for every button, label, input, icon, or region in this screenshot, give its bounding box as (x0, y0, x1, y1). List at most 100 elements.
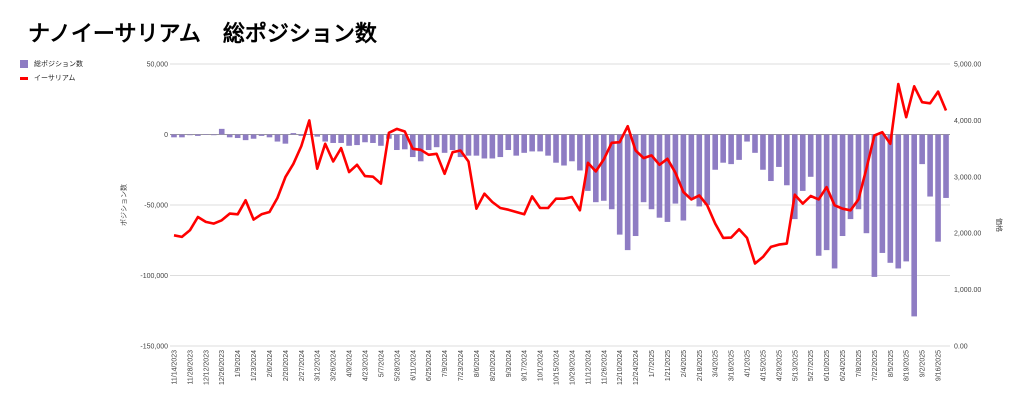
bar (616, 134, 623, 235)
bar (195, 134, 201, 136)
legend-item-positions: 総ポジション数 (20, 59, 83, 69)
x-tick-label: 11/12/2024 (585, 350, 592, 385)
bar (226, 134, 233, 138)
bar (561, 134, 567, 166)
x-tick-label: 5/7/2024 (378, 350, 385, 377)
bar (911, 134, 917, 317)
bar (465, 134, 472, 156)
bar (266, 134, 273, 138)
x-tick-label: 7/8/2025 (856, 350, 863, 377)
x-tick-label: 2/4/2025 (681, 350, 688, 377)
bar (648, 134, 655, 210)
bar (712, 134, 719, 170)
bar (656, 134, 663, 218)
bar (473, 134, 480, 156)
bar (457, 134, 464, 158)
x-tick-label: 5/13/2025 (792, 350, 799, 381)
bar (258, 134, 265, 136)
x-tick-label: 6/25/2024 (426, 350, 433, 381)
x-tick-label: 1/23/2024 (251, 350, 258, 381)
bar (505, 134, 512, 151)
bar (784, 134, 790, 186)
y-tick-left: 50,000 (147, 62, 169, 69)
bar (943, 134, 949, 198)
x-tick-label: 2/20/2024 (283, 350, 290, 381)
y-tick-right: 5,000.00 (954, 62, 981, 69)
bar (203, 134, 209, 135)
x-tick-label: 1/21/2025 (665, 350, 672, 381)
bar (577, 134, 583, 171)
bar (306, 134, 313, 135)
bar (823, 134, 830, 251)
y-tick-right: 1,000.00 (954, 287, 981, 294)
bar (354, 134, 360, 146)
x-tick-label: 7/23/2024 (458, 350, 465, 381)
bar (847, 134, 854, 220)
legend-label: 総ポジション数 (34, 60, 83, 68)
legend-label: イーサリアム (34, 74, 76, 82)
bar (768, 134, 774, 182)
bar (394, 134, 400, 151)
bar (624, 134, 631, 251)
x-tick-label: 8/20/2024 (490, 350, 497, 381)
x-tick-label: 4/1/2025 (745, 350, 752, 377)
bar (799, 134, 806, 191)
x-tick-label: 4/29/2025 (776, 350, 783, 381)
bar (871, 134, 878, 277)
bar (314, 134, 321, 137)
bar (744, 134, 750, 142)
y-axis-title-left: ポジション数 (119, 184, 128, 226)
bar (855, 134, 862, 210)
bar (672, 134, 679, 204)
bar (776, 134, 782, 167)
x-tick-label: 8/5/2025 (888, 350, 895, 377)
bar (330, 134, 336, 143)
y-tick-right: 2,000.00 (954, 231, 981, 238)
bar (664, 134, 671, 222)
bar (545, 134, 551, 156)
bar (927, 134, 933, 197)
x-tick-label: 10/1/2024 (538, 350, 545, 381)
bar (250, 134, 257, 139)
x-tick-label: 7/9/2024 (442, 350, 449, 377)
bar (362, 134, 368, 143)
bar (760, 134, 766, 170)
bar (895, 134, 902, 269)
bar (680, 134, 687, 221)
bar (290, 133, 297, 135)
bar (815, 134, 822, 256)
bar (449, 134, 456, 151)
bar (728, 134, 734, 165)
x-tick-label: 2/6/2024 (267, 350, 274, 377)
x-tick-label: 11/26/2024 (601, 350, 608, 385)
bar (234, 134, 241, 139)
bar (537, 134, 543, 152)
bar (171, 134, 177, 138)
bar (401, 134, 408, 150)
bar (346, 134, 352, 146)
bar (274, 134, 281, 142)
bar (378, 134, 384, 146)
bar (433, 134, 440, 148)
bar (720, 134, 726, 163)
x-tick-label: 9/2/2025 (920, 350, 927, 377)
x-tick-label: 3/4/2025 (713, 350, 720, 377)
x-tick-label: 2/18/2025 (697, 350, 704, 381)
bar (688, 134, 695, 198)
x-tick-label: 1/9/2024 (235, 350, 242, 377)
bar (807, 134, 814, 177)
chart-title: ナノイーサリアム 総ポジション数 (28, 22, 377, 47)
bar (569, 134, 575, 162)
bar (553, 134, 559, 163)
legend-swatch-line (20, 76, 28, 80)
bar (887, 134, 894, 263)
x-tick-label: 12/24/2024 (633, 350, 640, 385)
legend-item-eth: イーサリアム (20, 73, 75, 83)
bar (593, 134, 599, 203)
bar (338, 134, 344, 143)
bar (919, 134, 925, 165)
bar (179, 134, 185, 138)
bar (863, 134, 870, 234)
y-tick-right: 4,000.00 (954, 118, 981, 125)
x-tick-label: 6/10/2025 (824, 350, 831, 381)
